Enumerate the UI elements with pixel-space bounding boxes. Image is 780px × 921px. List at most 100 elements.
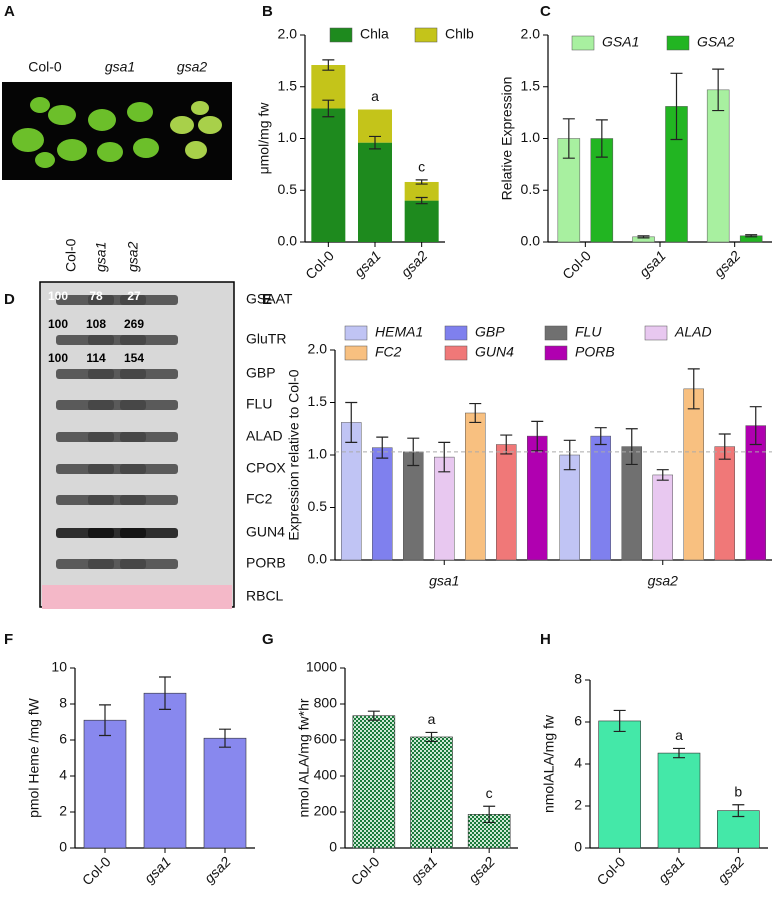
legend-label: GSA1	[602, 34, 639, 50]
x-tick-label: gsa1	[407, 853, 440, 886]
error-bar	[732, 804, 745, 818]
legend-label: GUN4	[475, 344, 514, 360]
blot-number: 154	[124, 351, 144, 365]
legend-label: FLU	[575, 324, 602, 340]
bar	[683, 388, 704, 561]
legend-label: FC2	[375, 344, 402, 360]
legend-label: PORB	[575, 344, 615, 360]
error-bar	[745, 234, 758, 238]
photo-label: gsa1	[105, 59, 135, 75]
y-tick-label: 0.0	[278, 233, 298, 249]
bar	[203, 737, 247, 849]
blot-number: 100	[48, 317, 68, 331]
x-tick-label: gsa2	[648, 573, 679, 589]
error-bar	[625, 428, 638, 466]
error-bar	[563, 439, 576, 471]
blot-band	[120, 369, 178, 379]
x-tick-label: gsa1	[351, 247, 384, 280]
error-bar	[531, 420, 544, 452]
x-tick-label: Col-0	[593, 853, 628, 888]
blot-number: 100	[48, 289, 68, 303]
bar	[706, 89, 730, 243]
legend-label: Chla	[360, 26, 389, 42]
legend-swatch	[644, 325, 668, 341]
y-tick-label: 1.0	[521, 129, 541, 145]
error-bar	[219, 728, 231, 748]
panel-letter: G	[262, 631, 274, 648]
bar	[341, 422, 362, 561]
x-tick-label: gsa2	[711, 247, 744, 280]
blot-band	[120, 495, 178, 505]
legend-swatch	[544, 325, 568, 341]
error-bar	[637, 235, 650, 239]
y-tick-label: 4	[574, 755, 582, 771]
y-tick-label: 0	[59, 839, 67, 855]
y-tick-label: 1.5	[521, 77, 541, 93]
blot-label: FLU	[246, 396, 272, 412]
y-tick-label: 0.5	[521, 181, 541, 197]
x-tick-label: gsa2	[201, 853, 234, 886]
legend-swatch	[414, 27, 438, 43]
lane-label: Col-0	[63, 238, 79, 272]
y-tick-label: 0	[574, 839, 582, 855]
bar	[559, 454, 580, 561]
photo-label: gsa2	[177, 59, 208, 75]
bar	[83, 719, 127, 849]
blot-label: PORB	[246, 555, 286, 571]
blot-band	[120, 400, 178, 410]
error-bar	[483, 805, 496, 824]
legend-swatch	[544, 345, 568, 361]
error-bar	[159, 676, 171, 710]
significance-letter: b	[734, 783, 742, 799]
lane-label: gsa1	[93, 242, 109, 272]
blot-number: 100	[48, 351, 68, 365]
bar	[352, 715, 396, 849]
bar	[410, 736, 453, 849]
error-bar	[367, 710, 380, 721]
y-tick-label: 1.5	[308, 393, 328, 409]
error-bar	[322, 59, 335, 71]
bar	[527, 435, 548, 561]
blot-number: 27	[127, 289, 141, 303]
panel-letter: B	[262, 3, 273, 20]
y-tick-label: 400	[314, 767, 338, 783]
y-tick-label: 800	[314, 695, 338, 711]
y-tick-label: 6	[574, 713, 582, 729]
blot-band	[120, 559, 178, 569]
x-tick-label: Col-0	[79, 853, 114, 888]
x-tick-label: gsa2	[398, 247, 431, 280]
panel-letter: D	[4, 291, 15, 308]
blot-label: GUN4	[246, 524, 285, 540]
y-tick-label: 600	[314, 731, 338, 747]
bar	[403, 451, 424, 561]
blot-number: 114	[86, 351, 106, 365]
error-bar	[469, 402, 482, 424]
y-tick-label: 1.5	[278, 77, 298, 93]
blot-label: GBP	[246, 365, 276, 381]
legend-label: HEMA1	[375, 324, 423, 340]
blot-band	[120, 335, 178, 345]
error-bar	[687, 368, 700, 410]
bar	[652, 474, 673, 561]
x-tick-label: gsa1	[636, 247, 669, 280]
error-bar	[438, 441, 451, 473]
blot-label: GSAAT	[246, 291, 293, 307]
bar	[434, 456, 455, 561]
y-tick-label: 2.0	[308, 341, 328, 357]
error-bar	[594, 427, 607, 446]
error-bar	[322, 99, 335, 118]
y-tick-label: 0.0	[308, 551, 328, 567]
y-tick-label: 2.0	[278, 26, 298, 42]
bar-segment	[358, 142, 392, 242]
bar-segment	[404, 200, 439, 242]
y-axis-label: Relative Expression	[499, 77, 515, 201]
y-axis-label: Expression relative to Col-0	[286, 369, 302, 540]
error-bar	[749, 406, 762, 446]
error-bar	[369, 135, 381, 150]
x-tick-label: gsa1	[655, 853, 688, 886]
y-tick-label: 0.5	[308, 498, 328, 514]
bar	[143, 692, 187, 849]
bar	[714, 446, 735, 561]
bar	[465, 412, 486, 561]
